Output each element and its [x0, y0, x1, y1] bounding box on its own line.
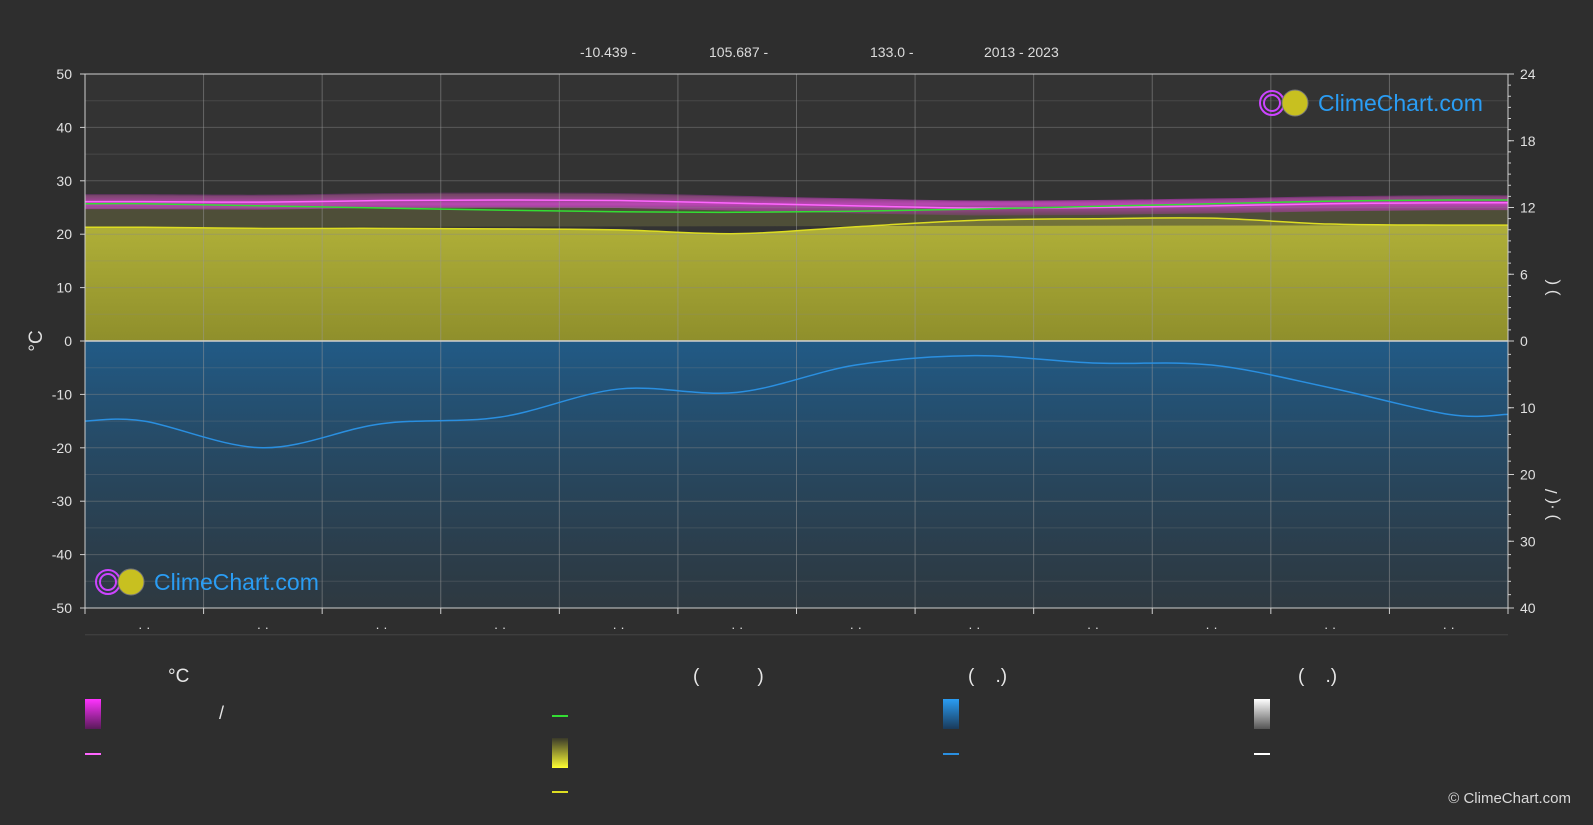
legend-slash: / [219, 703, 225, 723]
legend-header-snow: ( .) [1298, 666, 1338, 687]
x-tick-label: · · [850, 620, 862, 635]
legend-swatch-temperature-range [85, 699, 101, 729]
y-tick-label-left: 30 [56, 173, 72, 189]
y-tick-label-left: -30 [52, 493, 72, 509]
x-tick-label: · · [731, 620, 743, 635]
series-line-0 [85, 199, 1508, 209]
x-tick-label: · · [1324, 620, 1336, 635]
logo-icon [1259, 89, 1309, 117]
y-tick-label-right-bottom: 10 [1520, 400, 1536, 416]
x-tick-label: · · [612, 620, 624, 635]
y-tick-label-right-bottom: 20 [1520, 467, 1536, 483]
y-tick-label-left: 0 [64, 333, 72, 349]
series-line-1 [85, 199, 1508, 214]
y-tick-label-left: 10 [56, 280, 72, 296]
legend-header-sun: ( ) [693, 666, 764, 687]
legend-header-temperature: °C [168, 666, 190, 687]
x-tick-label: · · [968, 620, 980, 635]
y-axis-title-right-top: ) ( [1542, 279, 1561, 295]
y-tick-label-right-top: 12 [1520, 200, 1536, 216]
x-tick-label: · · [1443, 620, 1455, 635]
y-tick-label-left: 50 [56, 66, 72, 82]
y-tick-label-left: -10 [52, 386, 72, 402]
logo-text: ClimeChart.com [1318, 89, 1483, 116]
logo-top: ClimeChart.com [1258, 88, 1483, 118]
y-tick-label-left: -40 [52, 547, 72, 563]
y-tick-label-right-bottom: 40 [1520, 600, 1536, 616]
y-tick-label-left: -50 [52, 600, 72, 616]
x-tick-label: · · [1087, 620, 1099, 635]
y-tick-label-left: 20 [56, 226, 72, 242]
series-line-3 [85, 354, 1508, 449]
x-tick-label: · · [375, 620, 387, 635]
y-axis-title-left: °C [26, 330, 47, 351]
logo-text: ClimeChart.com [154, 568, 319, 595]
x-tick-label: · · [494, 620, 506, 635]
header-longitude: 105.687 - [709, 44, 769, 60]
y-tick-label-left: -20 [52, 440, 72, 456]
x-tick-label: · · [138, 620, 150, 635]
logo-icon [95, 568, 145, 596]
x-tick-label: · · [1205, 620, 1217, 635]
y-tick-label-right-top: 0 [1520, 333, 1528, 349]
legend-header-rain: ( .) [968, 666, 1008, 687]
series-line-2 [85, 217, 1508, 235]
copyright: © ClimeChart.com [1448, 790, 1571, 807]
header-elevation: 133.0 - [870, 44, 914, 60]
header-latitude: -10.439 - [580, 44, 637, 60]
logo-bottom: ClimeChart.com [94, 567, 319, 597]
y-axis-title-right-bottom: ) ·( / [1542, 489, 1561, 520]
legend-swatch-snow [1254, 699, 1270, 729]
legend-swatch-sunshine [552, 738, 568, 768]
y-tick-label-right-top: 24 [1520, 66, 1536, 82]
x-tick-label: · · [257, 620, 269, 635]
legend-swatch-precipitation [943, 699, 959, 729]
header-years: 2013 - 2023 [984, 44, 1059, 60]
y-tick-label-left: 40 [56, 119, 72, 135]
y-tick-label-right-bottom: 30 [1520, 533, 1536, 549]
y-tick-label-right-top: 18 [1520, 133, 1536, 149]
y-tick-label-right-top: 6 [1520, 266, 1528, 282]
